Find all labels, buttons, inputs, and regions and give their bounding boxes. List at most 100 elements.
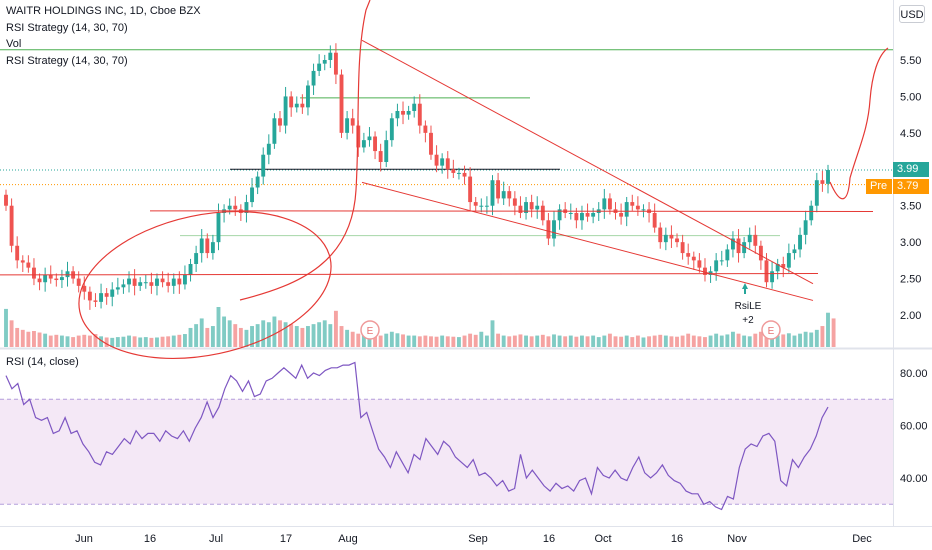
- candle-body: [37, 278, 42, 283]
- candle-body: [412, 103, 417, 111]
- pre-market-price-tag: 3.79: [893, 179, 929, 194]
- volume-bar: [540, 334, 545, 347]
- volume-bar: [395, 333, 400, 347]
- volume-bar: [619, 336, 624, 347]
- volume-bar: [155, 337, 159, 347]
- volume-bar: [289, 324, 294, 347]
- earnings-marker-icon: [360, 320, 380, 340]
- volume-bar: [512, 335, 517, 347]
- candle-body: [540, 205, 545, 221]
- candle-body: [160, 278, 165, 283]
- volume-bar: [792, 335, 797, 347]
- candle-body: [244, 202, 249, 213]
- candle-body: [32, 267, 36, 279]
- candle-body: [205, 238, 210, 254]
- strategy-signal-arrow-icon: [742, 283, 748, 294]
- last-price-tag: 3.99: [893, 162, 929, 177]
- volume-bar: [199, 318, 204, 347]
- trendline-upper: [361, 39, 814, 285]
- volume-bar: [798, 333, 802, 347]
- earnings-marker-icon: [761, 320, 781, 340]
- candle-body: [775, 264, 780, 272]
- candle-body: [680, 242, 685, 254]
- volume-bar: [434, 336, 439, 347]
- rsi-pane-title[interactable]: RSI (14, close): [6, 356, 79, 368]
- indicator-label-rsi-strategy-2[interactable]: RSI Strategy (14, 30, 70): [6, 55, 128, 67]
- indicator-label-volume[interactable]: Vol: [6, 38, 22, 50]
- candle-body: [182, 274, 187, 285]
- volume-bar: [43, 333, 48, 347]
- currency-button[interactable]: USD: [899, 5, 925, 23]
- volume-bar: [596, 337, 601, 347]
- chart-title[interactable]: WAITR HOLDINGS INC, 1D, Cboe BZX: [6, 5, 201, 17]
- candle-body: [278, 118, 282, 126]
- volume-bar: [697, 336, 702, 347]
- candle-body: [250, 187, 254, 203]
- volume-bar: [99, 336, 104, 347]
- volume-bar: [490, 320, 495, 347]
- volume-bar: [574, 336, 579, 347]
- candle-body: [373, 136, 378, 152]
- volume-bar: [37, 332, 42, 347]
- volume-bar: [809, 332, 814, 347]
- rsi-line: [5, 361, 829, 511]
- volume-bar: [65, 336, 70, 347]
- volume-bar: [32, 331, 36, 347]
- volume-bar: [518, 334, 523, 347]
- candle-body: [389, 118, 394, 141]
- volume-bar: [524, 335, 528, 347]
- candle-body: [43, 274, 48, 283]
- indicator-label-rsi-strategy[interactable]: RSI Strategy (14, 30, 70): [6, 22, 128, 34]
- volume-bar: [261, 320, 266, 347]
- volume-bar: [194, 324, 199, 347]
- candle-body: [367, 136, 372, 141]
- candle-body: [199, 238, 204, 254]
- volume-bar: [177, 334, 182, 347]
- volume-bar: [501, 335, 506, 347]
- candle-body: [255, 176, 260, 188]
- candle-body: [65, 271, 70, 278]
- volume-bar: [182, 334, 187, 347]
- volume-bar: [703, 337, 707, 347]
- candle-body: [524, 202, 528, 213]
- volume-bar: [507, 336, 512, 347]
- candle-body: [110, 289, 115, 297]
- candle-body: [686, 253, 691, 257]
- candle-body: [378, 151, 383, 162]
- volume-bar: [26, 331, 31, 347]
- volume-bar: [691, 335, 696, 347]
- volume-bar: [747, 336, 752, 347]
- trendline-lower: [361, 181, 814, 301]
- volume-bar: [306, 326, 310, 347]
- volume-bar: [814, 329, 819, 347]
- candle-body: [194, 253, 199, 264]
- volume-bar: [686, 333, 691, 347]
- candle-body: [529, 202, 534, 210]
- volume-bar: [770, 336, 775, 347]
- candle-body: [786, 253, 791, 268]
- candle-body: [15, 245, 20, 261]
- volume-bar: [417, 336, 422, 347]
- volume-bar: [429, 336, 433, 347]
- candle-body: [93, 300, 98, 302]
- volume-bar: [367, 335, 372, 347]
- volume-bar: [781, 334, 786, 347]
- time-tick-label: Oct: [594, 533, 611, 545]
- price-tick-label: 2.00: [900, 310, 921, 322]
- candle-body: [82, 285, 87, 292]
- volume-bar: [652, 335, 657, 347]
- candle-body: [350, 118, 355, 126]
- candle-body: [445, 158, 450, 170]
- volume-bar: [15, 327, 20, 347]
- candle-body: [809, 205, 814, 221]
- candle-body: [568, 213, 573, 214]
- volume-bar: [613, 336, 618, 347]
- volume-bar: [753, 333, 758, 347]
- candle-body: [518, 205, 523, 213]
- earnings-marker-label: E: [367, 326, 374, 337]
- volume-bar: [647, 336, 652, 347]
- candle-body: [663, 234, 668, 243]
- volume-bar: [272, 316, 277, 347]
